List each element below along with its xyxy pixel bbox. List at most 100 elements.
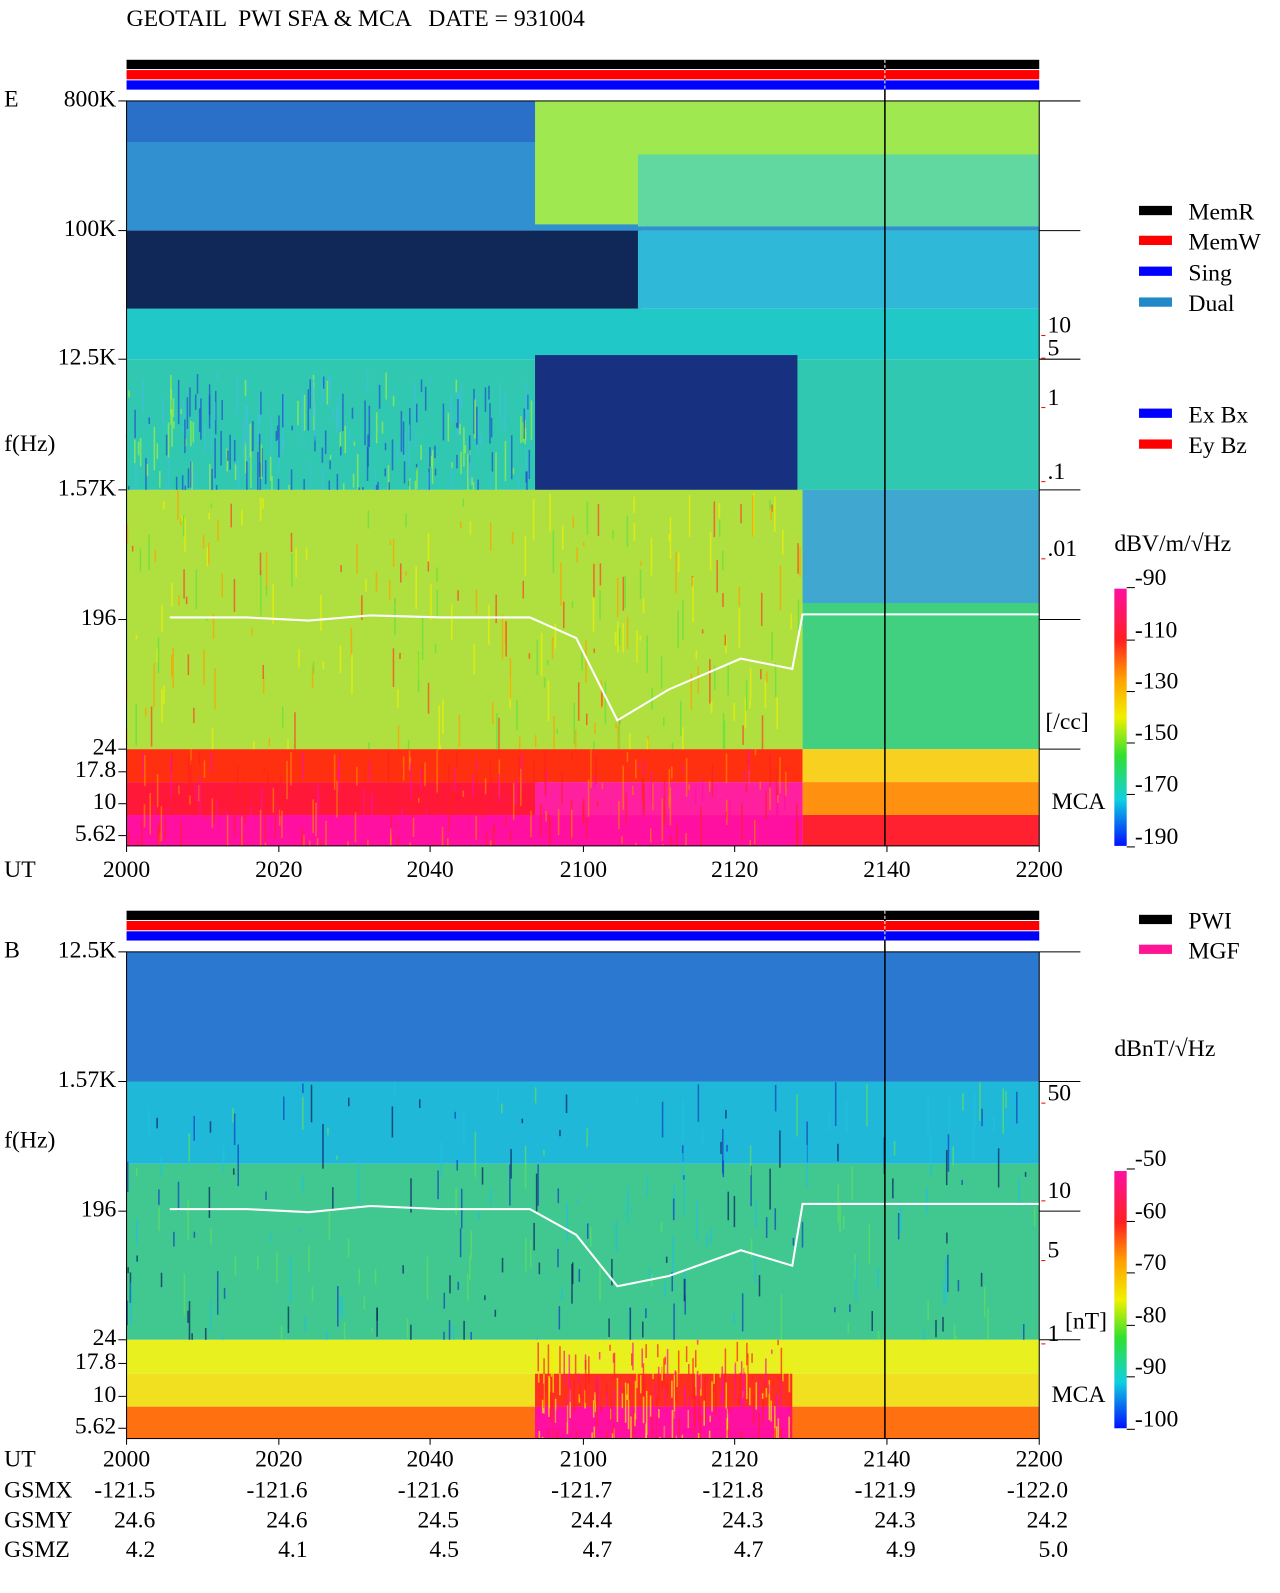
y-axis-label: f(Hz) xyxy=(4,1128,55,1154)
colorbar-tick-label: -80 xyxy=(1135,1303,1167,1329)
spectrogram-region xyxy=(535,355,798,490)
mca-label: MCA xyxy=(1052,1382,1106,1408)
orbit-value: 24.3 xyxy=(874,1507,915,1533)
mca-label: MCA xyxy=(1052,789,1106,815)
spectrogram-region xyxy=(126,1339,1040,1374)
legend-swatch xyxy=(1139,235,1172,245)
scale-unit: [nT] xyxy=(1065,1309,1107,1335)
colorbar-tick-label: -110 xyxy=(1135,617,1177,643)
legend-label: Sing xyxy=(1188,260,1232,286)
scale-unit: [/cc] xyxy=(1045,709,1088,735)
legend-swatch xyxy=(1139,408,1172,418)
time-tick-label: 2040 xyxy=(406,857,453,883)
orbit-value: 4.9 xyxy=(886,1537,916,1563)
plasma-line xyxy=(169,1202,1040,1288)
orbit-value: 4.7 xyxy=(734,1537,764,1563)
freq-tick-label: 1.57K xyxy=(58,1067,116,1093)
legend-label: Dual xyxy=(1188,291,1234,317)
legend-swatch xyxy=(1139,439,1172,449)
legend-label: PWI xyxy=(1188,908,1231,934)
time-label: UT xyxy=(4,857,36,883)
legend-label: Ey Bz xyxy=(1188,433,1246,459)
status-bar xyxy=(126,80,1040,90)
spectrogram-region xyxy=(802,815,1040,846)
spectrogram-region xyxy=(802,749,1040,783)
legend-swatch xyxy=(1139,266,1172,276)
spectrogram-region xyxy=(126,815,803,846)
spectrogram-region xyxy=(126,749,803,783)
scale-tick-label: 5 xyxy=(1047,335,1059,361)
colorbar-title: dBnT/√Hz xyxy=(1114,1036,1215,1062)
colorbar-tick-label: -170 xyxy=(1135,772,1178,798)
colorbar xyxy=(1114,1171,1127,1429)
legend-swatch xyxy=(1139,914,1172,925)
status-bar xyxy=(126,910,1040,920)
colorbar-tick-label: -100 xyxy=(1135,1407,1178,1433)
legend-swatch xyxy=(1139,297,1172,307)
time-label: UT xyxy=(4,1447,36,1473)
status-bar xyxy=(126,70,1040,80)
freq-tick-label: 196 xyxy=(81,1197,117,1223)
spectrogram-region xyxy=(126,230,642,309)
spectrogram-region xyxy=(802,782,1040,816)
spectrogram-region xyxy=(126,1081,1040,1164)
colorbar-tick-label: -190 xyxy=(1135,824,1178,850)
freq-tick-label: 10 xyxy=(93,789,117,815)
time-tick-label: 2020 xyxy=(255,857,302,883)
freq-tick-label: 24 xyxy=(93,1325,117,1351)
legend-swatch xyxy=(1139,205,1172,216)
colorbar-tick-label: -50 xyxy=(1135,1146,1167,1172)
legend-label: MemW xyxy=(1188,229,1261,255)
scale-tick-label: 50 xyxy=(1047,1080,1071,1106)
time-tick-label: 2100 xyxy=(560,857,607,883)
time-tick-label: 2120 xyxy=(711,857,758,883)
orbit-value: 24.6 xyxy=(114,1507,156,1533)
orbit-label: GSMY xyxy=(4,1507,72,1533)
legend-label: MemR xyxy=(1188,200,1254,226)
colorbar xyxy=(1114,588,1127,846)
orbit-value: 4.1 xyxy=(278,1537,308,1563)
orbit-value: 24.6 xyxy=(266,1507,308,1533)
time-tick-label: 2040 xyxy=(406,1447,453,1473)
orbit-value: 24.2 xyxy=(1027,1507,1068,1533)
time-tick-label: 2100 xyxy=(560,1447,607,1473)
colorbar-tick-label: -60 xyxy=(1135,1199,1167,1225)
time-tick-label: 2000 xyxy=(103,1447,150,1473)
orbit-value: -122.0 xyxy=(1007,1478,1068,1504)
orbit-value: -121.7 xyxy=(551,1478,612,1504)
freq-tick-label: 1.57K xyxy=(58,475,116,501)
spectrogram-region xyxy=(126,951,1040,1082)
orbit-value: -121.9 xyxy=(855,1478,916,1504)
scale-tick-label: 1 xyxy=(1047,385,1059,411)
orbit-label: GSMZ xyxy=(4,1537,70,1563)
scale-tick-label: 1 xyxy=(1047,1321,1059,1347)
orbit-value: -121.5 xyxy=(94,1478,155,1504)
orbit-value: -121.6 xyxy=(247,1478,308,1504)
orbit-value: 24.5 xyxy=(418,1507,459,1533)
status-bar xyxy=(126,59,1040,70)
time-tick-label: 2120 xyxy=(711,1447,758,1473)
colorbar-tick-label: -90 xyxy=(1135,565,1167,591)
freq-tick-label: 17.8 xyxy=(75,1349,116,1375)
spectrogram-region xyxy=(126,489,803,750)
freq-tick-label: 800K xyxy=(64,86,117,112)
y-axis-label: f(Hz) xyxy=(4,431,55,457)
spectrogram-region xyxy=(126,1163,1040,1340)
scale-tick-label: 10 xyxy=(1047,1178,1071,1204)
colorbar-tick-label: -150 xyxy=(1135,720,1178,746)
time-tick-label: 2140 xyxy=(863,1447,910,1473)
colorbar-tick-label: -130 xyxy=(1135,669,1178,695)
time-tick-label: 2200 xyxy=(1016,857,1063,883)
freq-tick-label: 100K xyxy=(64,216,117,242)
orbit-value: 4.2 xyxy=(126,1537,156,1563)
time-tick-label: 2140 xyxy=(863,857,910,883)
orbit-value: 24.3 xyxy=(722,1507,763,1533)
orbit-value: -121.8 xyxy=(702,1478,763,1504)
scale-tick-label: 5 xyxy=(1047,1238,1059,1264)
spectrogram-region xyxy=(802,489,1040,604)
legend-swatch xyxy=(1139,944,1172,954)
freq-tick-label: 5.62 xyxy=(75,1414,116,1440)
orbit-value: 5.0 xyxy=(1038,1537,1068,1563)
freq-tick-label: 196 xyxy=(81,605,117,631)
